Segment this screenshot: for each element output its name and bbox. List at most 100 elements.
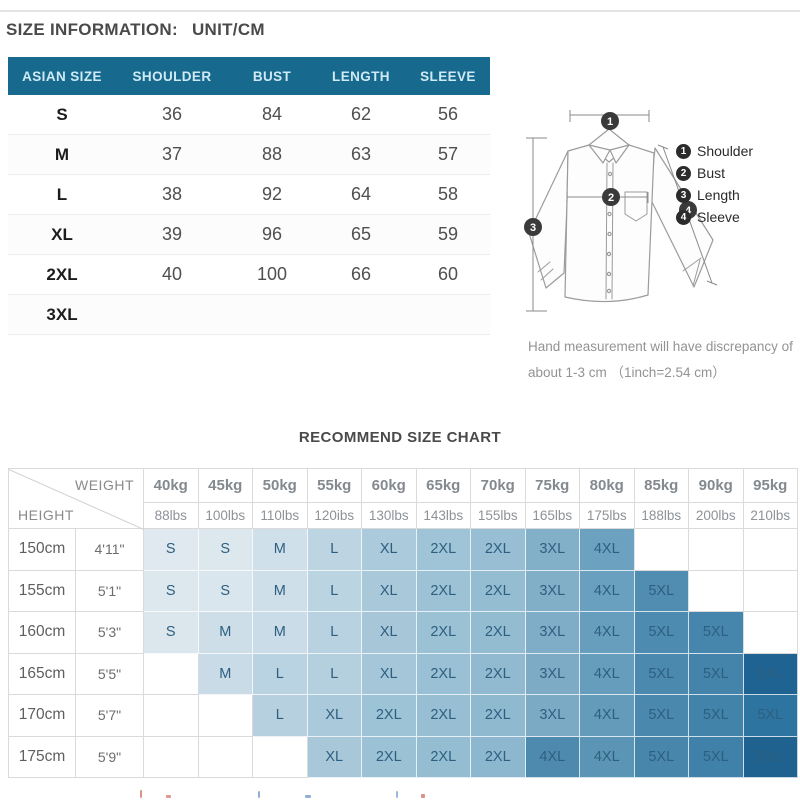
size-row: 2XL 40 100 66 60 (8, 255, 490, 295)
size-value-cell: 63 (350, 144, 372, 164)
legend-number-badge: 2 (676, 165, 691, 181)
weight-kg-cell: 85kg (634, 469, 689, 503)
measurement-note: Hand measurement will have discrepancy o… (528, 334, 796, 386)
size-value-cell: 62 (350, 104, 372, 124)
size-label-cell: 3XL (46, 304, 78, 324)
legend-label: Sleeve (697, 209, 740, 225)
size-grid-cell: 2XL (416, 570, 471, 612)
height-cm-cell: 175cm (9, 736, 76, 778)
cropped-text-mark (140, 790, 142, 798)
empty-grid-cell (689, 570, 744, 612)
size-value-cell: 60 (437, 264, 459, 284)
legend-item: 3 Length (676, 184, 753, 206)
size-grid-cell: 5XL (634, 695, 689, 737)
empty-grid-cell (253, 736, 308, 778)
weight-kg-cell: 50kg (253, 469, 308, 503)
corner-height-label: HEIGHT (18, 507, 74, 523)
size-label-cell: S (56, 104, 68, 124)
size-grid-cell: 5XL (689, 695, 744, 737)
top-divider (0, 10, 800, 12)
size-grid-cell: 2XL (362, 695, 417, 737)
weight-lbs-cell: 143lbs (416, 503, 471, 529)
height-ft-cell: 5'7" (76, 695, 144, 737)
marker-3-number: 3 (530, 222, 536, 234)
empty-grid-cell (743, 570, 798, 612)
weight-kg-cell: 95kg (743, 469, 798, 503)
size-grid-cell: 4XL (580, 695, 635, 737)
weight-lbs-cell: 100lbs (198, 503, 253, 529)
size-grid-cell: XL (362, 529, 417, 571)
weight-lbs-cell: 165lbs (525, 503, 580, 529)
marker-1-number: 1 (607, 116, 613, 128)
size-value-cell: 65 (350, 224, 372, 244)
size-grid-cell: 3XL (525, 570, 580, 612)
size-grid-cell: 3XL (525, 612, 580, 654)
weight-kg-cell: 40kg (144, 469, 199, 503)
size-grid-cell: 4XL (580, 653, 635, 695)
cropped-text-mark (421, 794, 425, 798)
size-value-cell: 88 (261, 144, 283, 164)
corner-weight-label: WEIGHT (75, 477, 134, 493)
recommend-row: 170cm 5'7" L XL 2XL 2XL 2XL 3XL 4XL 5XL 5XL 5XL (9, 695, 798, 737)
legend-item: 4 Sleeve (676, 206, 753, 228)
size-grid-cell: M (198, 612, 253, 654)
size-grid-cell: 2XL (416, 653, 471, 695)
size-grid-cell: 5XL (743, 653, 798, 695)
size-info-title: SIZE INFORMATION: (6, 20, 178, 39)
size-value-cell: 58 (437, 184, 459, 204)
empty-grid-cell (144, 653, 199, 695)
size-grid-cell: 5XL (634, 570, 689, 612)
legend-label: Length (697, 187, 740, 203)
weight-kg-cell: 80kg (580, 469, 635, 503)
size-value-cell: 36 (161, 104, 183, 124)
size-grid-cell: 5XL (689, 736, 744, 778)
legend-number-badge: 1 (676, 143, 691, 159)
measure-legend: 1 Shoulder 2 Bust 3 Length 4 Sleeve (676, 140, 753, 228)
size-table-header-cell: SHOULDER (132, 68, 212, 84)
cropped-text-mark (305, 795, 311, 798)
size-row: L 38 92 64 58 (8, 175, 490, 215)
size-grid-cell: 2XL (471, 695, 526, 737)
size-row: S 36 84 62 56 (8, 95, 490, 135)
height-cm-cell: 155cm (9, 570, 76, 612)
size-grid-cell: 2XL (416, 736, 471, 778)
legend-item: 1 Shoulder (676, 140, 753, 162)
size-value-cell: 56 (437, 104, 459, 124)
size-table-header-cell: BUST (252, 68, 292, 84)
measurement-note-line2: about 1-3 cm （1inch=2.54 cm） (528, 365, 726, 380)
size-grid-cell: 5XL (743, 695, 798, 737)
size-value-cell: 40 (161, 264, 183, 284)
size-grid-cell: 4XL (580, 529, 635, 571)
empty-grid-cell (144, 736, 199, 778)
recommend-row: 165cm 5'5" M L L XL 2XL 2XL 3XL 4XL 5XL 5XL 5XL (9, 653, 798, 695)
size-grid-cell: L (307, 570, 362, 612)
height-cm-cell: 165cm (9, 653, 76, 695)
height-ft-cell: 5'9" (76, 736, 144, 778)
empty-grid-cell (144, 695, 199, 737)
size-table-header-cell: ASIAN SIZE (22, 68, 102, 84)
size-grid-cell: 2XL (416, 529, 471, 571)
size-value-cell: 96 (261, 224, 283, 244)
recommend-row: 160cm 5'3" S M M L XL 2XL 2XL 3XL 4XL 5XL 5XL (9, 612, 798, 654)
height-ft-cell: 4'11" (76, 529, 144, 571)
size-label-cell: 2XL (46, 264, 78, 284)
size-grid-cell: 5XL (743, 736, 798, 778)
height-ft-cell: 5'1" (76, 570, 144, 612)
size-grid-cell: 2XL (471, 653, 526, 695)
size-grid-cell: S (144, 529, 199, 571)
cropped-text-mark (396, 791, 398, 798)
size-grid-cell: 4XL (580, 612, 635, 654)
size-table: ASIAN SIZE SHOULDER BUST LENGTH SLEEVE S 36 84 6… (8, 57, 490, 335)
empty-grid-cell (689, 529, 744, 571)
size-grid-cell: S (144, 570, 199, 612)
weight-lbs-cell: 200lbs (689, 503, 744, 529)
size-value-cell: 37 (161, 144, 183, 164)
size-grid-cell: S (198, 529, 253, 571)
height-ft-cell: 5'5" (76, 653, 144, 695)
legend-number-badge: 4 (676, 209, 691, 225)
measurement-note-line1: Hand measurement will have discrepancy o… (528, 339, 793, 354)
weight-kg-cell: 70kg (471, 469, 526, 503)
weight-kg-cell: 65kg (416, 469, 471, 503)
size-grid-cell: M (253, 529, 308, 571)
